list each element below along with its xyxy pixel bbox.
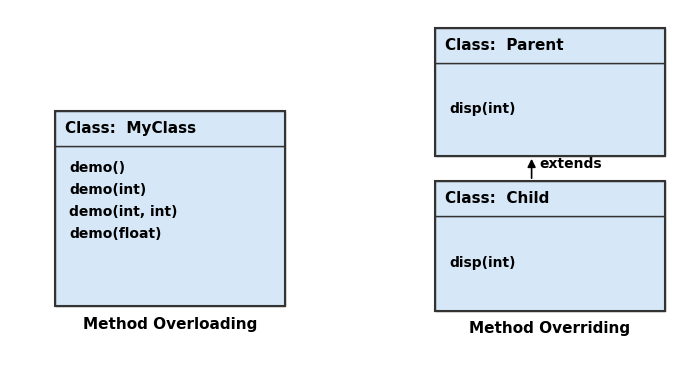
Text: extends: extends: [540, 157, 602, 172]
Bar: [435, 28, 665, 63]
Bar: [55, 146, 285, 306]
Bar: [435, 181, 665, 216]
Bar: [435, 63, 665, 156]
Text: demo(): demo(): [69, 161, 125, 175]
Text: Class:  MyClass: Class: MyClass: [65, 121, 196, 136]
Bar: [435, 216, 665, 311]
Text: demo(float): demo(float): [69, 227, 162, 241]
Text: disp(int): disp(int): [449, 102, 515, 116]
Bar: [55, 111, 285, 306]
Bar: [55, 111, 285, 146]
Text: Class:  Child: Class: Child: [445, 191, 550, 206]
Text: disp(int): disp(int): [449, 257, 515, 270]
Text: demo(int): demo(int): [69, 183, 146, 197]
Text: Method Overriding: Method Overriding: [470, 321, 631, 336]
Text: demo(int, int): demo(int, int): [69, 205, 178, 219]
Text: Class:  Parent: Class: Parent: [445, 38, 564, 53]
Bar: [435, 28, 665, 156]
Text: Method Overloading: Method Overloading: [83, 317, 257, 332]
Bar: [435, 181, 665, 311]
